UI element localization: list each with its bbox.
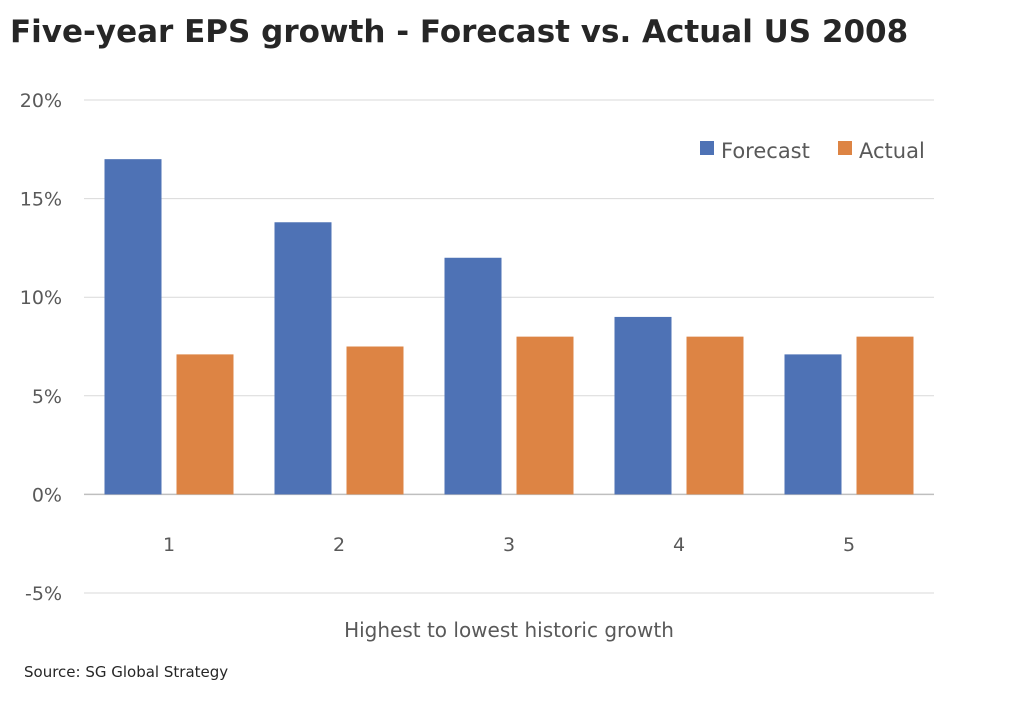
legend: Forecast Actual <box>700 139 925 163</box>
chart-title: Five-year EPS growth - Forecast vs. Actu… <box>10 14 909 50</box>
y-tick-label: 5% <box>32 386 62 408</box>
bar-forecast-5 <box>784 354 842 495</box>
x-tick-label: 4 <box>673 534 685 556</box>
bar-forecast-3 <box>444 257 502 495</box>
bar-forecast-1 <box>104 159 162 495</box>
y-tick-label: 20% <box>20 90 62 112</box>
bar-actual-5 <box>856 336 914 495</box>
y-tick-label: -5% <box>25 583 62 605</box>
bar-actual-4 <box>686 336 744 495</box>
bar-forecast-2 <box>274 222 332 495</box>
x-tick-label: 1 <box>163 534 175 556</box>
legend-label-forecast: Forecast <box>721 139 810 163</box>
y-tick-label: 0% <box>32 484 62 506</box>
y-tick-label: 15% <box>20 189 62 211</box>
bar-forecast-4 <box>614 316 672 495</box>
x-tick-label: 3 <box>503 534 515 556</box>
y-axis-ticks: 20% 15% 10% 5% 0% -5% <box>20 90 62 605</box>
legend-swatch-actual <box>838 141 852 155</box>
x-axis-title: Highest to lowest historic growth <box>344 618 674 642</box>
bar-actual-1 <box>176 354 234 495</box>
gridlines <box>84 99 934 594</box>
source-note: Source: SG Global Strategy <box>24 663 229 681</box>
legend-label-actual: Actual <box>859 139 925 163</box>
legend-swatch-forecast <box>700 141 714 155</box>
bar-actual-3 <box>516 336 574 495</box>
x-tick-label: 2 <box>333 534 345 556</box>
y-tick-label: 10% <box>20 287 62 309</box>
bar-actual-2 <box>346 346 404 495</box>
x-tick-label: 5 <box>843 534 855 556</box>
bars <box>104 159 914 495</box>
x-axis-category-labels: 1 2 3 4 5 <box>163 534 855 556</box>
